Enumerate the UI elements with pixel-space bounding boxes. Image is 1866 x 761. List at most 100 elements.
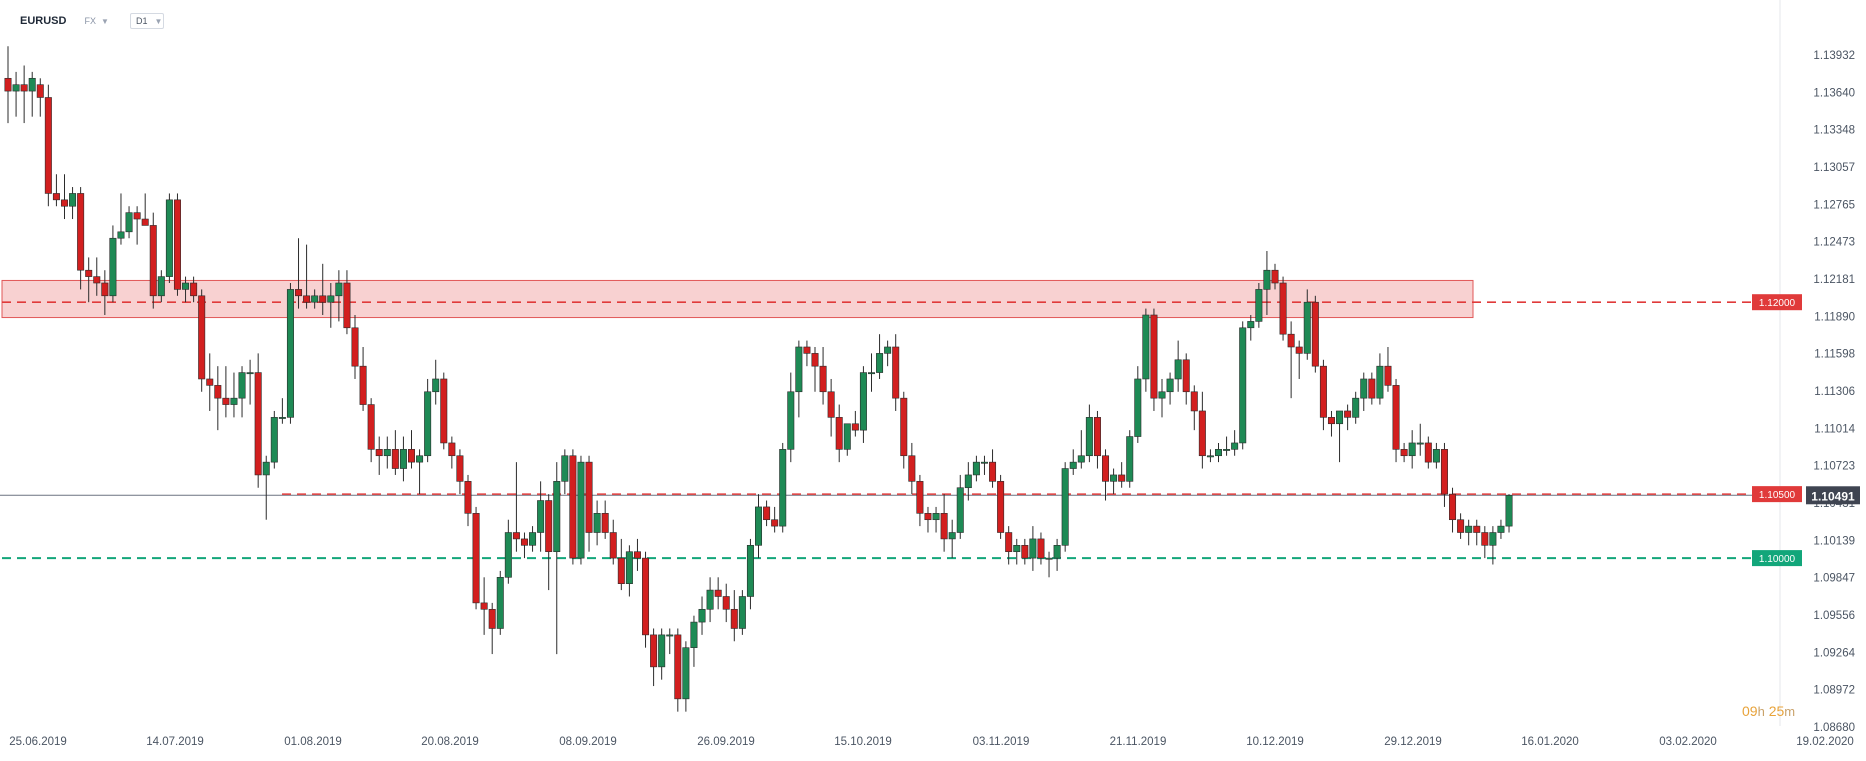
- candle-bullish[interactable]: [270, 410, 278, 469]
- candle-bullish[interactable]: [561, 449, 569, 495]
- candle-bearish[interactable]: [60, 174, 68, 220]
- candle-bearish[interactable]: [1102, 449, 1110, 501]
- candle-bullish[interactable]: [1263, 251, 1271, 315]
- candle-bearish[interactable]: [642, 551, 650, 648]
- candle-bullish[interactable]: [109, 225, 117, 303]
- candle-bearish[interactable]: [835, 404, 843, 463]
- candle-bearish[interactable]: [303, 244, 311, 309]
- candle-bearish[interactable]: [222, 366, 230, 418]
- candle-bearish[interactable]: [1384, 346, 1392, 392]
- timeframe-selector[interactable]: D1 ▼: [130, 13, 164, 29]
- candle-bullish[interactable]: [69, 187, 77, 220]
- candle-bearish[interactable]: [1400, 442, 1408, 463]
- candle-bearish[interactable]: [173, 193, 181, 296]
- candle-bearish[interactable]: [1449, 487, 1457, 533]
- candle-bullish[interactable]: [884, 340, 892, 367]
- candle-bearish[interactable]: [1279, 276, 1287, 341]
- chevron-down-icon[interactable]: ▼: [100, 16, 109, 26]
- candle-bullish[interactable]: [1465, 519, 1473, 546]
- candle-bullish[interactable]: [117, 193, 125, 245]
- candle-bearish[interactable]: [803, 340, 811, 367]
- candle-bearish[interactable]: [892, 334, 900, 411]
- candle-bullish[interactable]: [948, 519, 956, 559]
- candle-bullish[interactable]: [1223, 436, 1231, 456]
- candle-bullish[interactable]: [424, 378, 432, 463]
- candle-bearish[interactable]: [254, 353, 262, 488]
- candle-bearish[interactable]: [1481, 526, 1489, 559]
- candle-bullish[interactable]: [553, 462, 561, 655]
- candle-bullish[interactable]: [496, 570, 504, 635]
- candle-bearish[interactable]: [1271, 263, 1279, 290]
- candle-bullish[interactable]: [1215, 442, 1223, 463]
- candle-bearish[interactable]: [1118, 462, 1126, 488]
- resistance-zone[interactable]: [1, 279, 1474, 319]
- candle-bullish[interactable]: [1231, 430, 1239, 456]
- candle-bullish[interactable]: [1376, 353, 1384, 405]
- candle-bullish[interactable]: [593, 500, 601, 546]
- candle-bearish[interactable]: [480, 577, 488, 635]
- candle-bearish[interactable]: [391, 430, 399, 475]
- candle-bearish[interactable]: [900, 391, 908, 469]
- candle-bearish[interactable]: [1005, 526, 1013, 565]
- candle-bullish[interactable]: [311, 289, 319, 309]
- candle-bearish[interactable]: [440, 372, 448, 450]
- candle-bearish[interactable]: [1037, 532, 1045, 565]
- candle-bearish[interactable]: [141, 193, 149, 226]
- candle-bearish[interactable]: [650, 628, 658, 687]
- candle-bearish[interactable]: [472, 506, 480, 610]
- candle-bearish[interactable]: [20, 65, 28, 124]
- candle-bearish[interactable]: [1392, 378, 1400, 463]
- candle-bullish[interactable]: [1352, 391, 1360, 424]
- candle-bullish[interactable]: [399, 436, 407, 482]
- candle-bearish[interactable]: [1473, 519, 1481, 546]
- candle-bearish[interactable]: [1190, 385, 1198, 431]
- candle-bearish[interactable]: [771, 506, 779, 533]
- candle-bearish[interactable]: [1319, 359, 1327, 431]
- candle-bearish[interactable]: [359, 346, 367, 411]
- candle-bearish[interactable]: [351, 314, 359, 379]
- candle-bearish[interactable]: [367, 398, 375, 463]
- candle-bearish[interactable]: [77, 187, 85, 290]
- candle-bullish[interactable]: [1247, 314, 1255, 341]
- candle-bullish[interactable]: [746, 538, 754, 610]
- candle-bullish[interactable]: [278, 398, 286, 424]
- candle-bearish[interactable]: [997, 474, 1005, 539]
- candle-bearish[interactable]: [198, 289, 206, 392]
- candle-bullish[interactable]: [1489, 526, 1497, 565]
- candle-bearish[interactable]: [569, 449, 577, 565]
- candle-bullish[interactable]: [787, 372, 795, 463]
- candle-bullish[interactable]: [1134, 366, 1142, 443]
- candle-bearish[interactable]: [1182, 353, 1190, 405]
- candle-bearish[interactable]: [633, 538, 641, 571]
- candle-bullish[interactable]: [1505, 494, 1513, 533]
- candle-bullish[interactable]: [698, 596, 706, 635]
- candle-bullish[interactable]: [246, 359, 254, 405]
- candle-bullish[interactable]: [964, 462, 972, 501]
- candle-bearish[interactable]: [1295, 340, 1303, 379]
- candle-bearish[interactable]: [93, 257, 101, 296]
- candle-bullish[interactable]: [972, 455, 980, 482]
- candle-bearish[interactable]: [819, 346, 827, 405]
- candle-bearish[interactable]: [1093, 410, 1101, 469]
- candle-bearish[interactable]: [407, 430, 415, 469]
- candle-bullish[interactable]: [1069, 449, 1077, 475]
- candle-bearish[interactable]: [1021, 538, 1029, 565]
- candle-bearish[interactable]: [585, 455, 593, 552]
- candle-bearish[interactable]: [1424, 436, 1432, 469]
- candle-bullish[interactable]: [165, 193, 173, 284]
- candle-bullish[interactable]: [416, 449, 424, 495]
- candle-bearish[interactable]: [133, 206, 141, 245]
- candle-bearish[interactable]: [1440, 442, 1448, 507]
- candle-bullish[interactable]: [230, 372, 238, 418]
- candle-bearish[interactable]: [512, 462, 520, 552]
- candle-bullish[interactable]: [1029, 526, 1037, 571]
- candle-bearish[interactable]: [609, 519, 617, 565]
- candle-bearish[interactable]: [1311, 295, 1319, 373]
- candle-bullish[interactable]: [876, 334, 884, 379]
- candle-bullish[interactable]: [625, 545, 633, 597]
- candle-bullish[interactable]: [1206, 449, 1214, 463]
- candle-bullish[interactable]: [738, 590, 746, 635]
- candle-bullish[interactable]: [1174, 340, 1182, 392]
